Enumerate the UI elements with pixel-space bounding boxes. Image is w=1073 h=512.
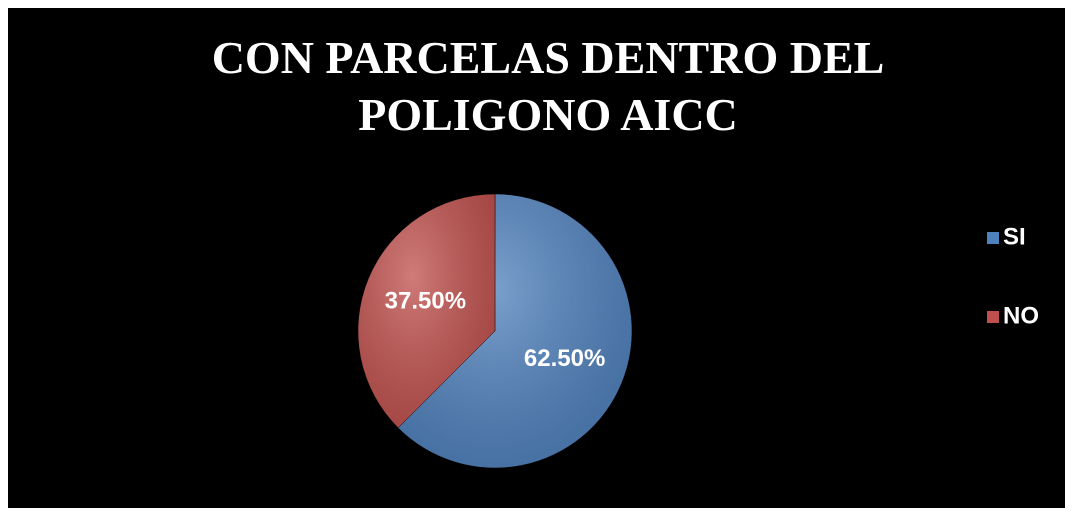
chart-title: POLIGONO AICC [358, 89, 738, 140]
legend-label: SI [1003, 223, 1026, 250]
legend-swatch [987, 232, 999, 244]
chart-title: CON PARCELAS DENTRO DEL [212, 32, 885, 83]
data-label: 37.50% [385, 288, 466, 315]
legend-label: NO [1003, 302, 1039, 329]
legend-swatch [987, 311, 999, 323]
data-label: 62.50% [524, 345, 605, 372]
